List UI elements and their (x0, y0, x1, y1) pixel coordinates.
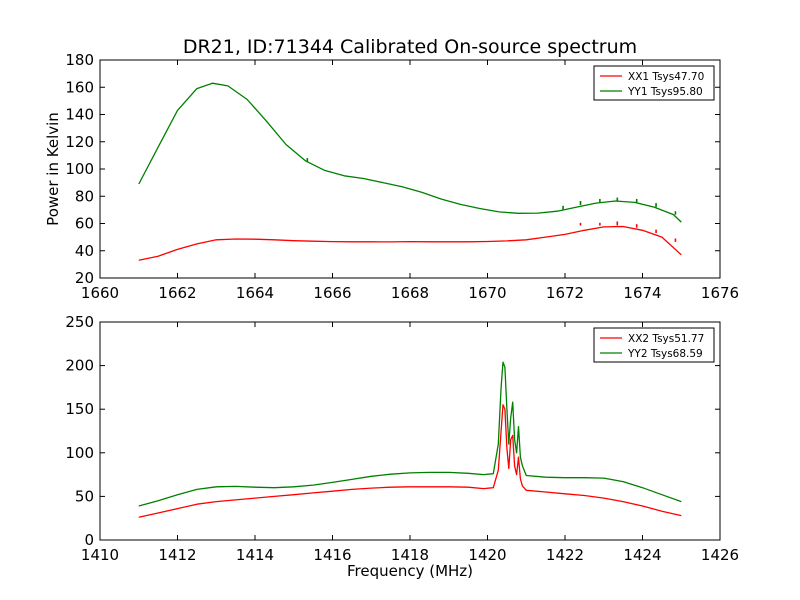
top-plot-data (138, 82, 682, 261)
bottom-x-tick-label: 1414 (236, 546, 274, 564)
top-y-tick-label: 160 (65, 78, 94, 96)
bottom-series-line-2 (138, 361, 682, 507)
top-x-tick-label: 1672 (546, 284, 584, 302)
top-y-tick-label: 80 (75, 187, 94, 205)
bottom-x-tick-label: 1412 (158, 546, 196, 564)
bottom-plot-data (138, 361, 682, 518)
top-y-tick-label: 40 (75, 242, 94, 260)
top-x-tick-label: 1674 (623, 284, 661, 302)
bottom-x-axis-label: Frequency (MHz) (347, 562, 473, 580)
bottom-legend-box (593, 327, 715, 363)
top-plot: 1660 1662 1664 1666 1668 1670 1672 1674 1676 20 40… (44, 51, 739, 302)
top-x-tick-label: 1668 (391, 284, 429, 302)
top-y-tick-label: 20 (75, 269, 94, 287)
top-y-tick-label: 120 (65, 133, 94, 151)
top-x-tick-label: 1666 (313, 284, 351, 302)
top-x-tick-label: 1662 (158, 284, 196, 302)
top-legend-label: XX1 Tsys47.70 (628, 71, 704, 83)
bottom-x-tick-label: 1426 (701, 546, 739, 564)
bottom-x-tick-label: 1424 (623, 546, 661, 564)
top-x-tick-label: 1660 (81, 284, 119, 302)
bottom-y-tick-label: 100 (65, 444, 94, 462)
top-series-line-1 (138, 225, 682, 261)
bottom-x-tick-label: 1410 (81, 546, 119, 564)
bottom-x-tick-label: 1416 (313, 546, 351, 564)
bottom-y-tick-label: 250 (65, 313, 94, 331)
top-legend: XX1 Tsys47.70 YY1 Tsys95.80 (593, 65, 715, 101)
top-y-tick-label: 140 (65, 106, 94, 124)
bottom-series-line-1 (138, 404, 682, 518)
top-x-tick-label: 1664 (236, 284, 274, 302)
bottom-legend: XX2 Tsys51.77 YY2 Tsys68.59 (593, 327, 715, 363)
bottom-x-tick-label: 1420 (468, 546, 506, 564)
bottom-x-tick-label: 1422 (546, 546, 584, 564)
chart-title: DR21, ID:71344 Calibrated On-source spec… (183, 36, 637, 58)
bottom-y-tick-label: 0 (84, 531, 94, 549)
top-y-tick-label: 60 (75, 215, 94, 233)
bottom-y-tick-label: 50 (75, 487, 94, 505)
top-legend-label: YY1 Tsys95.80 (627, 86, 703, 98)
top-y-tick-label: 100 (65, 160, 94, 178)
bottom-legend-label: YY2 Tsys68.59 (627, 348, 703, 360)
bottom-y-tick-label: 150 (65, 400, 94, 418)
bottom-plot: 1410 1412 1414 1416 1418 1420 1422 1424 1426 0 50 1… (65, 313, 739, 580)
bottom-legend-label: XX2 Tsys51.77 (628, 333, 704, 345)
bottom-x-tick-label: 1418 (391, 546, 429, 564)
top-y-axis-label: Power in Kelvin (44, 112, 62, 226)
bottom-y-tick-label: 200 (65, 357, 94, 375)
top-y-tick-label: 180 (65, 51, 94, 69)
top-x-tick-label: 1670 (468, 284, 506, 302)
top-legend-box (593, 65, 715, 101)
top-series-line-2 (138, 82, 682, 223)
top-x-tick-label: 1676 (701, 284, 739, 302)
